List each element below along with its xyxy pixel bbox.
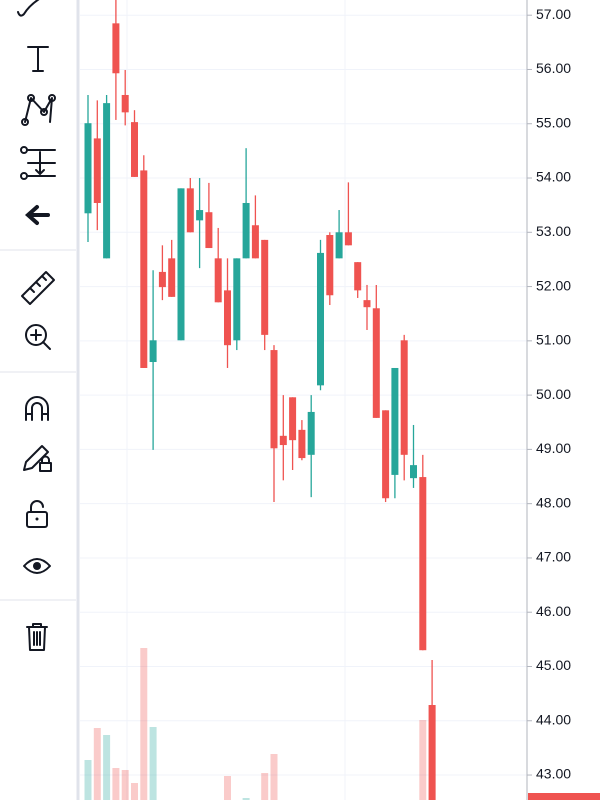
y-tick-label: 46.00 xyxy=(536,603,571,619)
candle-body xyxy=(149,340,157,363)
candle-body xyxy=(344,232,352,246)
y-tick-label: 55.00 xyxy=(536,114,571,130)
y-tick-label: 52.00 xyxy=(536,277,571,293)
candle-body xyxy=(224,290,231,346)
candle-body xyxy=(400,340,408,455)
candle-body xyxy=(93,138,101,203)
volume-bar xyxy=(112,768,120,800)
volume-bar xyxy=(270,754,278,800)
candle-body xyxy=(419,477,427,651)
candle-body xyxy=(335,232,343,259)
candle-body xyxy=(307,411,315,455)
volume-bar xyxy=(224,776,231,800)
candle-body xyxy=(131,122,138,177)
candle-body xyxy=(103,103,111,259)
candle-body xyxy=(270,350,278,449)
candle-body xyxy=(261,239,269,335)
volume-bar xyxy=(131,783,138,800)
volume-bar xyxy=(103,735,111,800)
volume-bar xyxy=(93,728,101,800)
candle-body xyxy=(168,258,176,297)
candle-body xyxy=(391,367,399,475)
candle-body xyxy=(214,258,222,303)
ruler-tool[interactable] xyxy=(21,271,55,305)
text-tool[interactable] xyxy=(27,46,49,72)
volume-bar xyxy=(149,727,157,800)
lock-drawings[interactable] xyxy=(23,445,52,472)
candle-body xyxy=(177,188,185,341)
y-tick-label: 53.00 xyxy=(536,223,571,239)
y-tick-label: 50.00 xyxy=(536,386,571,402)
y-tick-label: 54.00 xyxy=(536,169,571,185)
y-tick-label: 44.00 xyxy=(536,711,571,727)
last-price-tag xyxy=(528,793,600,800)
brush-tool[interactable] xyxy=(17,0,44,17)
trash-tool[interactable] xyxy=(26,623,48,651)
y-tick-label: 57.00 xyxy=(536,6,571,22)
candle-body xyxy=(317,252,324,386)
zoom-tool[interactable] xyxy=(25,324,51,350)
candle-body xyxy=(289,397,297,441)
candle-body xyxy=(121,94,129,113)
candle-body xyxy=(363,300,371,308)
candle-body xyxy=(140,170,148,368)
path-tool[interactable] xyxy=(21,94,56,126)
y-tick-label: 48.00 xyxy=(536,494,571,510)
candle-body xyxy=(372,308,380,418)
candle-body xyxy=(298,429,306,459)
candle-body xyxy=(242,202,250,259)
fib-tool[interactable] xyxy=(20,146,56,180)
volume-bar xyxy=(261,773,269,800)
y-tick-label: 49.00 xyxy=(536,440,571,456)
candle-body xyxy=(233,258,241,341)
y-tick-label: 56.00 xyxy=(536,60,571,76)
candle-body xyxy=(354,262,362,291)
candle-body xyxy=(186,188,194,233)
plot xyxy=(80,0,527,800)
y-tick-label: 51.00 xyxy=(536,332,571,348)
candle-body xyxy=(279,435,287,446)
lock-tool[interactable] xyxy=(26,500,48,528)
candle-body xyxy=(205,212,213,249)
y-tick-label: 45.00 xyxy=(536,657,571,673)
volume-bar xyxy=(84,760,92,800)
eye-tool[interactable] xyxy=(23,558,51,574)
magnet-tool[interactable] xyxy=(25,396,49,421)
candle-body xyxy=(196,210,204,221)
volume-bar xyxy=(140,648,148,800)
candle-body xyxy=(326,235,334,296)
volume-bar xyxy=(242,798,250,800)
candle-body xyxy=(251,225,259,259)
candle-body xyxy=(112,23,120,74)
candle-body xyxy=(428,705,436,800)
toolbar-bg xyxy=(0,0,76,800)
toolbar xyxy=(0,0,80,800)
price-axis: 43.00 44.00 45.00 46.00 47.00 48.00 49.00 50.00… xyxy=(527,6,571,782)
candle-body xyxy=(410,465,417,479)
back-arrow[interactable] xyxy=(24,205,50,225)
candle-body xyxy=(158,271,166,288)
volume-bar xyxy=(121,770,129,800)
candle-body xyxy=(84,123,92,214)
candle-body xyxy=(382,410,390,499)
volume-bar xyxy=(419,720,427,800)
y-tick-label: 43.00 xyxy=(536,766,571,782)
y-tick-label: 47.00 xyxy=(536,549,571,565)
